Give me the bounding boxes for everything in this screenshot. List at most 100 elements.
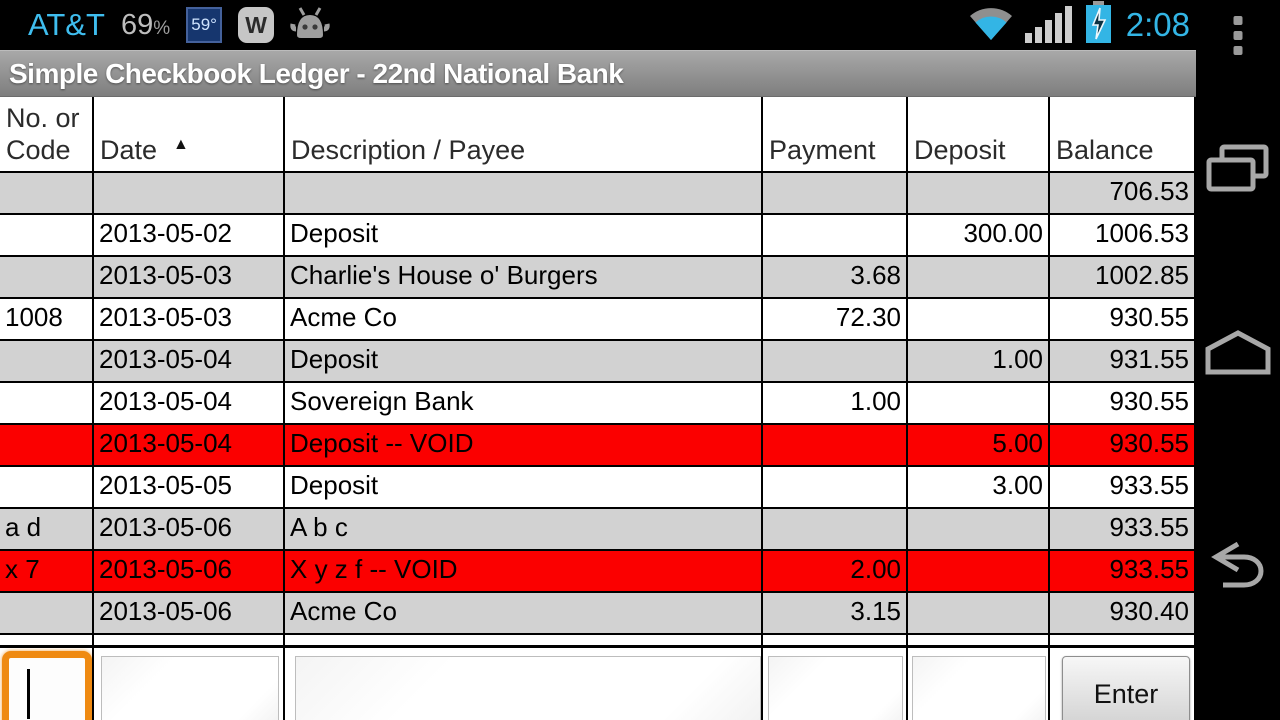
ledger-row-void[interactable]: 2013-05-04 Deposit -- VOID 5.00 930.55 <box>0 425 1196 467</box>
col-header-date[interactable]: Date ▲ <box>94 97 285 171</box>
ledger-row[interactable]: 706.53 <box>0 173 1196 215</box>
deposit-input[interactable] <box>912 656 1046 720</box>
carrier-label: AT&T <box>28 7 105 42</box>
battery-percent-label: 69% <box>120 8 171 41</box>
code-input[interactable] <box>2 651 92 720</box>
weather-temp-icon: 59° <box>186 7 223 43</box>
status-bar: AT&T 69% 59° W <box>0 0 1196 50</box>
ledger-table: No. or Code Date ▲ Description / Payee Pa… <box>0 97 1196 720</box>
cell-code <box>0 257 94 297</box>
sort-ascending-icon: ▲ <box>173 136 189 153</box>
cell-payment: 72.30 <box>763 299 908 339</box>
cell-date: 2013-05-04 <box>94 383 285 423</box>
ledger-row[interactable]: 2013-05-05 Deposit 3.00 933.55 <box>0 467 1196 509</box>
back-icon[interactable] <box>1210 540 1266 595</box>
cell-payment: 2.00 <box>763 551 908 591</box>
ledger-row-void[interactable]: x 7 2013-05-06 X y z f -- VOID 2.00 933.… <box>0 551 1196 593</box>
cell-balance: 1002.85 <box>1050 257 1196 297</box>
col-header-deposit[interactable]: Deposit <box>908 97 1050 171</box>
cell-date: 2013-05-05 <box>94 467 285 507</box>
signal-strength-icon <box>1024 3 1075 48</box>
col-header-code[interactable]: No. or Code <box>0 97 94 171</box>
cell-code: x 7 <box>0 551 94 591</box>
text-cursor <box>27 669 30 719</box>
cell-deposit <box>908 173 1050 213</box>
cell-code <box>0 593 94 633</box>
ledger-row[interactable]: 2013-05-06 Acme Co 3.15 930.40 <box>0 593 1196 635</box>
recents-icon[interactable] <box>1206 144 1270 199</box>
app-title-bar: Simple Checkbook Ledger - 22nd National … <box>0 50 1196 97</box>
cell-date: 2013-05-06 <box>94 551 285 591</box>
cell-payment <box>763 467 908 507</box>
entry-row: Enter <box>0 648 1196 720</box>
cell-balance: 930.55 <box>1050 383 1196 423</box>
cell-deposit: 5.00 <box>908 425 1050 465</box>
cell-balance: 930.40 <box>1050 593 1196 633</box>
cell-balance: 930.55 <box>1050 299 1196 339</box>
cell-balance: 930.55 <box>1050 425 1196 465</box>
navigation-bar <box>1196 0 1280 720</box>
cell-payment <box>763 425 908 465</box>
cell-date: 2013-05-02 <box>94 215 285 255</box>
cell-deposit <box>908 593 1050 633</box>
cell-code <box>0 467 94 507</box>
cell-description: Acme Co <box>285 593 763 633</box>
cell-description: Deposit <box>285 215 763 255</box>
cell-balance: 706.53 <box>1050 173 1196 213</box>
cell-date: 2013-05-04 <box>94 425 285 465</box>
ledger-row[interactable]: 1008 2013-05-03 Acme Co 72.30 930.55 <box>0 299 1196 341</box>
ledger-row[interactable]: 2013-05-02 Deposit 300.00 1006.53 <box>0 215 1196 257</box>
ledger-row[interactable]: 2013-05-03 Charlie's House o' Burgers 3.… <box>0 257 1196 299</box>
app-title: Simple Checkbook Ledger - 22nd National … <box>9 57 624 89</box>
android-robot-icon <box>290 5 330 46</box>
col-header-description[interactable]: Description / Payee <box>285 97 763 171</box>
date-input[interactable] <box>101 656 279 720</box>
clock: 2:08 <box>1125 6 1190 43</box>
col-header-balance[interactable]: Balance <box>1050 97 1196 171</box>
cell-deposit: 300.00 <box>908 215 1050 255</box>
cell-payment <box>763 509 908 549</box>
cell-deposit: 3.00 <box>908 467 1050 507</box>
table-header-row: No. or Code Date ▲ Description / Payee Pa… <box>0 97 1196 173</box>
cell-balance: 933.55 <box>1050 467 1196 507</box>
cell-code: 1008 <box>0 299 94 339</box>
ledger-row[interactable]: a d 2013-05-06 A b c 933.55 <box>0 509 1196 551</box>
cell-balance: 1006.53 <box>1050 215 1196 255</box>
partial-row <box>0 635 1196 648</box>
menu-overflow-icon[interactable] <box>1233 16 1243 55</box>
cell-description <box>285 173 763 213</box>
cell-code <box>0 425 94 465</box>
cell-date: 2013-05-03 <box>94 299 285 339</box>
ledger-row[interactable]: 2013-05-04 Deposit 1.00 931.55 <box>0 341 1196 383</box>
ledger-row[interactable]: 2013-05-04 Sovereign Bank 1.00 930.55 <box>0 383 1196 425</box>
home-icon[interactable] <box>1204 328 1272 381</box>
cell-payment: 3.68 <box>763 257 908 297</box>
cell-date: 2013-05-04 <box>94 341 285 381</box>
w-app-icon: W <box>238 7 275 43</box>
cell-description: Deposit <box>285 467 763 507</box>
payment-input[interactable] <box>768 656 903 720</box>
cell-description: Acme Co <box>285 299 763 339</box>
cell-date: 2013-05-06 <box>94 509 285 549</box>
cell-balance: 931.55 <box>1050 341 1196 381</box>
cell-code <box>0 341 94 381</box>
cell-balance: 933.55 <box>1050 551 1196 591</box>
cell-description: X y z f -- VOID <box>285 551 763 591</box>
cell-deposit <box>908 383 1050 423</box>
col-header-payment[interactable]: Payment <box>763 97 908 171</box>
battery-charging-icon <box>1085 1 1112 49</box>
enter-button[interactable]: Enter <box>1062 656 1190 720</box>
cell-code <box>0 215 94 255</box>
cell-date: 2013-05-03 <box>94 257 285 297</box>
cell-deposit <box>908 509 1050 549</box>
cell-description: Deposit -- VOID <box>285 425 763 465</box>
cell-date <box>94 173 285 213</box>
cell-balance: 933.55 <box>1050 509 1196 549</box>
description-input[interactable] <box>295 656 761 720</box>
cell-date: 2013-05-06 <box>94 593 285 633</box>
cell-description: Charlie's House o' Burgers <box>285 257 763 297</box>
cell-code <box>0 383 94 423</box>
cell-deposit <box>908 257 1050 297</box>
cell-payment <box>763 173 908 213</box>
